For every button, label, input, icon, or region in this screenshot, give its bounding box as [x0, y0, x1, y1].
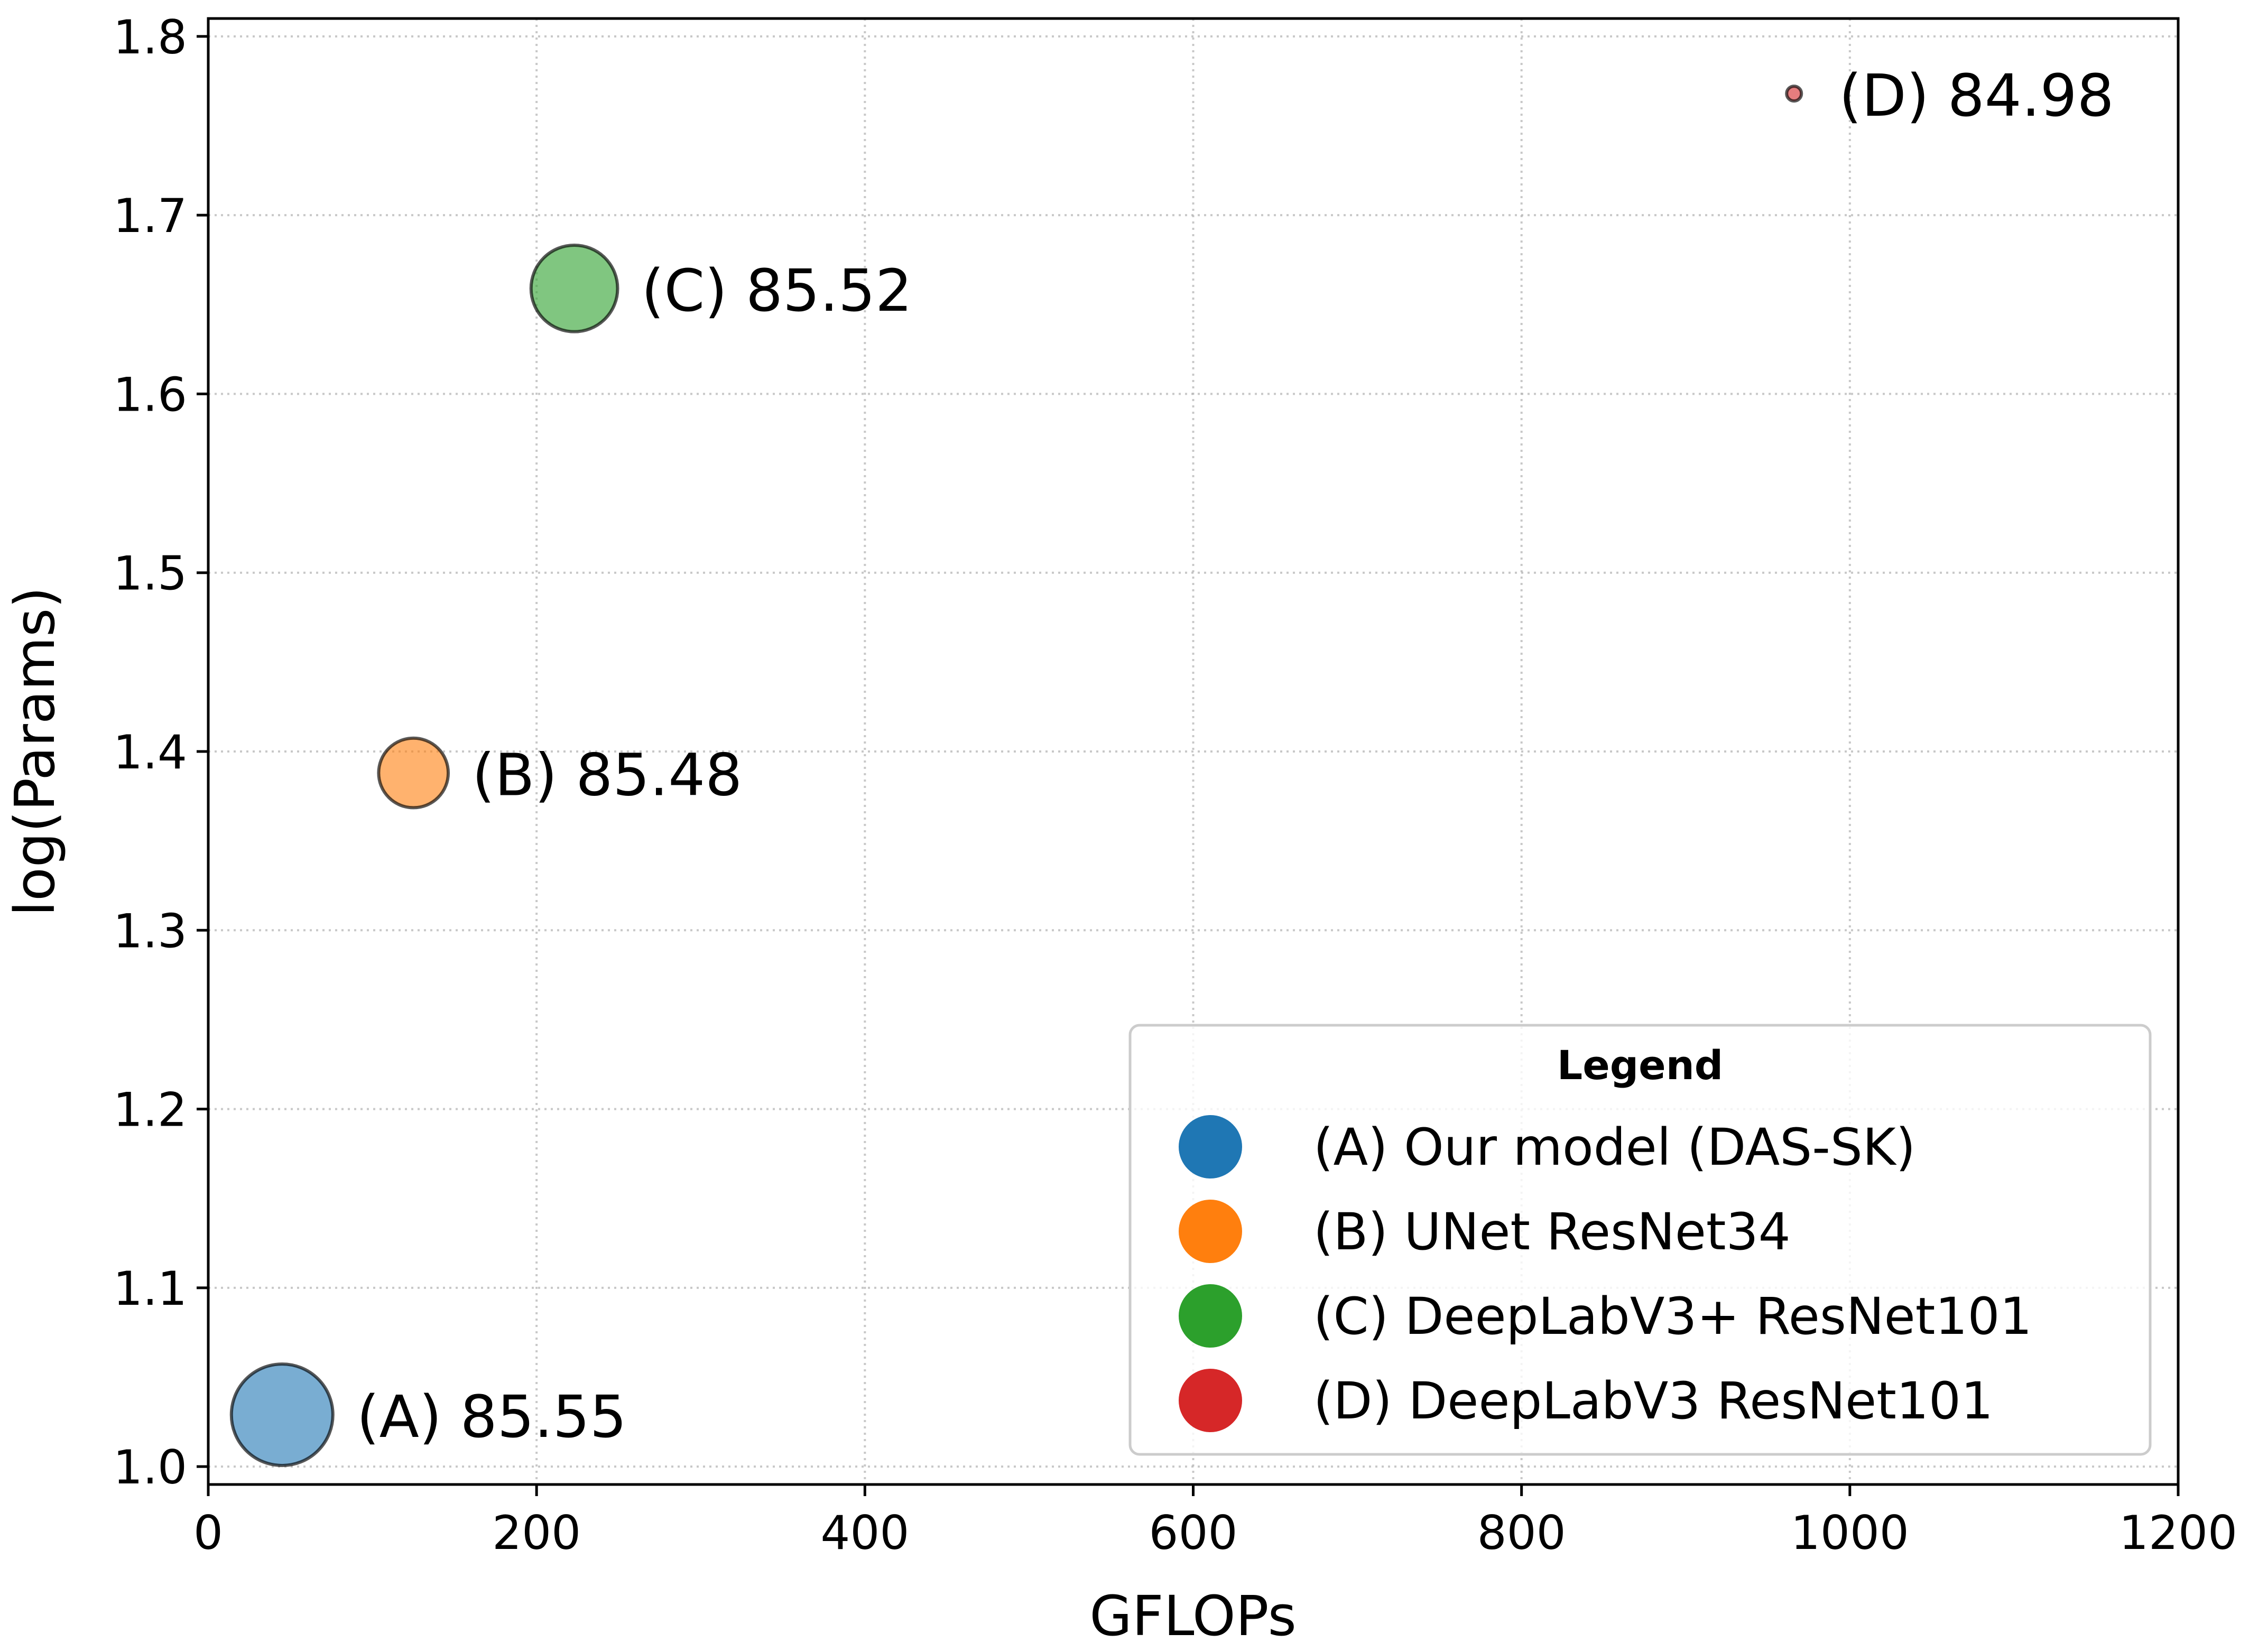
- x-tick-label-5: 1000: [1791, 1506, 1909, 1560]
- y-tick-label-6: 1.6: [113, 367, 187, 422]
- point-label-c: (C) 85.52: [641, 257, 912, 324]
- y-axis-ticks: 1.0 1.1 1.2 1.3 1.4 1.5 1.6 1.7 1.8: [113, 10, 208, 1495]
- point-label-a: (A) 85.55: [357, 1383, 627, 1451]
- y-tick-label-4: 1.4: [113, 725, 187, 779]
- y-tick-label-7: 1.7: [113, 189, 187, 243]
- x-tick-label-1: 200: [492, 1506, 581, 1560]
- y-tick-label-8: 1.8: [113, 10, 187, 64]
- y-axis-label: log(Params): [3, 587, 67, 916]
- legend-marker-0: [1179, 1115, 1242, 1178]
- y-tick-label-1: 1.1: [113, 1261, 187, 1316]
- y-tick-label-0: 1.0: [113, 1440, 187, 1495]
- y-tick-label-3: 1.3: [113, 904, 187, 958]
- legend-entry-label-0: (A) Our model (DAS-SK): [1313, 1118, 1915, 1177]
- x-tick-label-4: 800: [1477, 1506, 1566, 1560]
- legend-entry-label-1: (B) UNet ResNet34: [1313, 1202, 1791, 1261]
- data-point-a: [229, 1362, 335, 1468]
- legend-marker-3: [1179, 1369, 1242, 1432]
- x-tick-label-3: 600: [1149, 1506, 1238, 1560]
- legend-box: [1128, 1024, 2152, 1456]
- legend-entry-label-3: (D) DeepLabV3 ResNet101: [1313, 1371, 1993, 1431]
- data-point-d: [1785, 85, 1803, 103]
- data-point-b: [377, 736, 450, 810]
- legend-entries: (A) Our model (DAS-SK) (B) UNet ResNet34 (…: [1179, 1115, 2032, 1432]
- data-points: [229, 85, 1803, 1468]
- legend-marker-1: [1179, 1200, 1242, 1263]
- legend-title: Legend: [1557, 1042, 1723, 1089]
- y-tick-label-2: 1.2: [113, 1083, 187, 1137]
- x-axis-ticks: 0 200 400 600 800 1000 1200: [193, 1484, 2237, 1560]
- x-tick-label-2: 400: [820, 1506, 909, 1560]
- x-tick-label-0: 0: [193, 1506, 223, 1560]
- y-tick-label-5: 1.5: [113, 546, 187, 601]
- x-axis-label: GFLOPs: [1089, 1584, 1297, 1648]
- data-point-c: [529, 243, 619, 333]
- point-label-d: (D) 84.98: [1839, 62, 2114, 129]
- legend-entry-label-2: (C) DeepLabV3+ ResNet101: [1313, 1287, 2032, 1346]
- point-label-b: (B) 85.48: [472, 741, 742, 809]
- legend-marker-2: [1179, 1284, 1242, 1348]
- point-labels: (A) 85.55 (B) 85.48 (C) 85.52 (D) 84.98: [357, 62, 2114, 1451]
- legend: Legend (A) Our model (DAS-SK) (B) UNet Re…: [1128, 1024, 2152, 1456]
- x-tick-label-6: 1200: [2119, 1506, 2237, 1560]
